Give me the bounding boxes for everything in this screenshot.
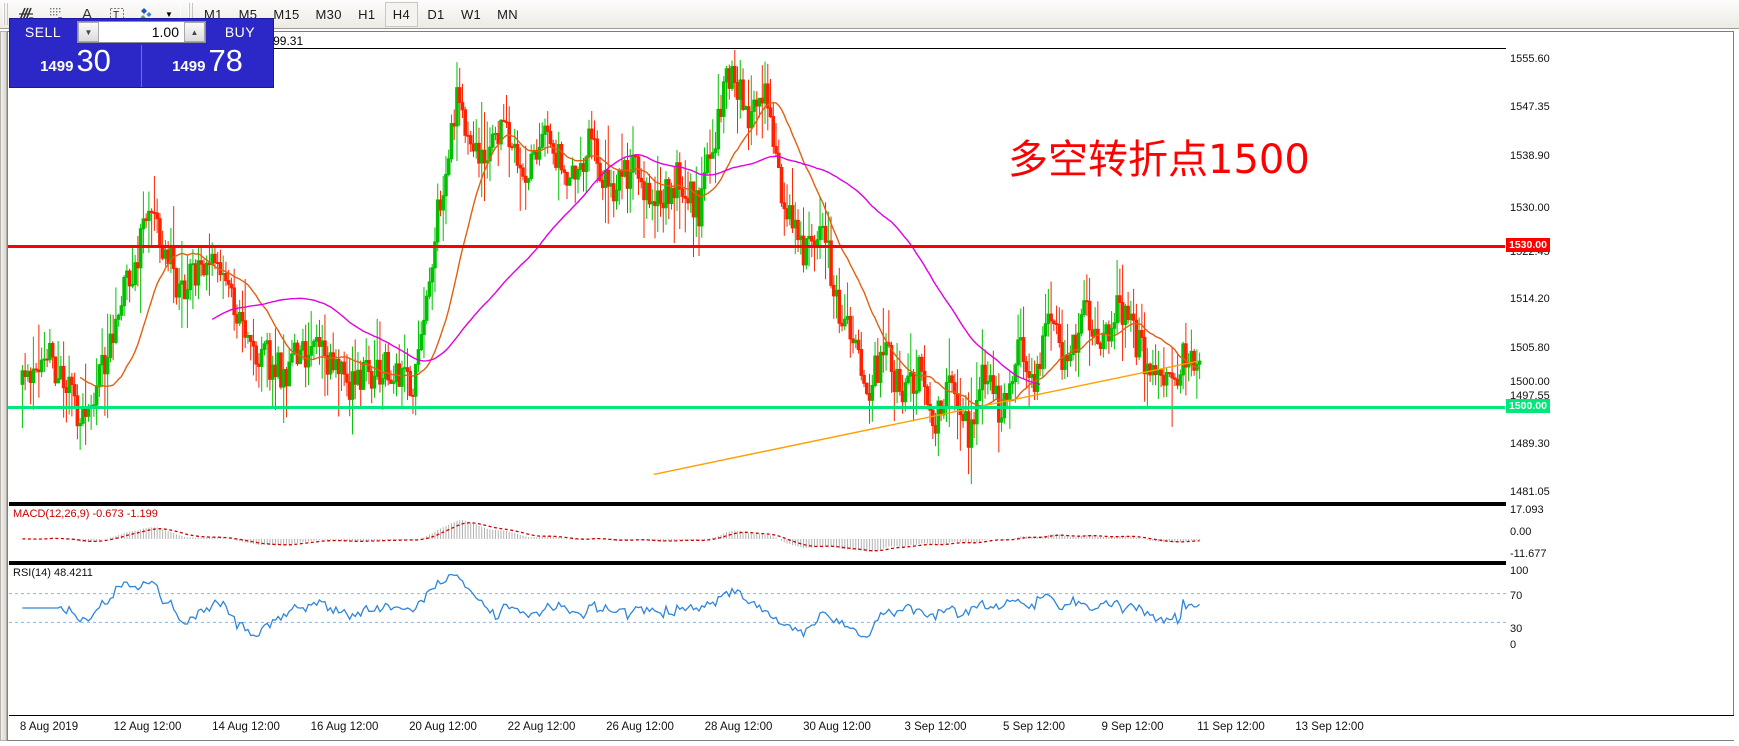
trade-panel-prices: 1499 30 1499 78 — [10, 45, 273, 87]
time-axis[interactable]: 8 Aug 2019 12 Aug 12:00 14 Aug 12:00 16 Aug… — [9, 715, 1734, 740]
macd-axis[interactable]: 17.093 0.00 -11.677 — [1506, 504, 1733, 561]
timeframe-d1[interactable]: D1 — [427, 6, 445, 22]
macd-tick: -11.677 — [1510, 548, 1547, 560]
svg-text:T: T — [113, 10, 119, 21]
pivot-line[interactable] — [8, 406, 1505, 409]
time-tick: 9 Sep 12:00 — [1101, 721, 1164, 733]
timeframe-group: M1 M5 M15 M30 H1 H4 D1 W1 MN — [197, 1, 525, 27]
volume-increment-icon[interactable]: ▲ — [184, 22, 205, 42]
toolbar-grip[interactable] — [3, 3, 10, 25]
one-click-trade-panel[interactable]: SELL ▼ 1.00 ▲ BUY 1499 30 1499 78 — [9, 18, 274, 88]
buy-button[interactable]: BUY — [224, 24, 256, 40]
time-tick: 30 Aug 12:00 — [803, 721, 871, 733]
sell-button[interactable]: SELL — [24, 24, 62, 40]
price-tick: 1489.30 — [1510, 438, 1550, 451]
resistance-line[interactable] — [8, 245, 1505, 248]
rsi-tick: 100 — [1510, 565, 1529, 577]
rsi-pane[interactable]: RSI(14) 48.4211 — [9, 563, 1506, 649]
objects-dropdown-caret-icon[interactable]: ▼ — [165, 9, 173, 19]
candlestick-plot — [20, 49, 1202, 485]
time-tick: 16 Aug 12:00 — [310, 721, 379, 733]
price-tick: 1547.35 — [1510, 100, 1550, 113]
pane-divider-macd — [9, 502, 1506, 504]
text-icon[interactable]: A — [81, 5, 92, 23]
timeframe-m5[interactable]: M5 — [238, 6, 258, 22]
price-pane[interactable] — [9, 48, 1506, 503]
sell-price-points: 30 — [76, 43, 111, 78]
macd-tick: 17.093 — [1510, 504, 1544, 516]
rsi-label: RSI(14) 48.4211 — [13, 567, 93, 579]
rsi-tick: 0 — [1510, 639, 1517, 651]
price-tick: 1481.05 — [1510, 486, 1550, 498]
rsi-axis[interactable]: 100 70 30 0 — [1506, 563, 1733, 651]
macd-pane[interactable]: MACD(12,26,9) -0.673 -1.199 — [9, 504, 1506, 561]
pivot-price-tag: 1500.00 — [1506, 399, 1550, 413]
buy-price-points: 78 — [208, 43, 243, 78]
time-tick: 12 Aug 12:00 — [113, 721, 182, 733]
timeframe-m1[interactable]: M1 — [204, 6, 223, 22]
rsi-tick: 70 — [1510, 590, 1523, 602]
macd-plot — [22, 520, 1201, 552]
price-tick: 1555.60 — [1510, 53, 1550, 65]
buy-price[interactable]: 1499 78 — [142, 45, 273, 87]
rsi-tick: 30 — [1510, 623, 1523, 635]
macd-tick: 0.00 — [1510, 526, 1532, 538]
timeframe-m15[interactable]: M15 — [273, 6, 300, 22]
time-tick: 8 Aug 2019 — [19, 721, 79, 733]
price-axis[interactable]: 1555.601547.351538.901530.001522.451514.… — [1506, 48, 1733, 503]
price-tick: 1505.80 — [1510, 342, 1550, 355]
time-tick: 3 Sep 12:00 — [904, 721, 967, 733]
timeframe-m30[interactable]: M30 — [315, 6, 342, 22]
price-tick: 1514.20 — [1510, 293, 1550, 306]
pane-divider-rsi — [9, 561, 1506, 563]
timeframe-h4[interactable]: H4 — [384, 1, 418, 27]
time-tick: 22 Aug 12:00 — [507, 721, 576, 733]
time-tick: 26 Aug 12:00 — [606, 721, 674, 733]
buy-price-prefix: 1499 — [172, 58, 206, 75]
sell-price-prefix: 1499 — [40, 58, 74, 75]
time-tick: 13 Sep 12:00 — [1295, 721, 1364, 733]
timeframe-w1[interactable]: W1 — [460, 6, 482, 22]
price-tick: 1530.00 — [1510, 201, 1550, 214]
vertical-scrollbar[interactable] — [0, 31, 7, 741]
timeframe-h1[interactable]: H1 — [358, 6, 376, 22]
sell-price[interactable]: 1499 30 — [10, 45, 141, 87]
rsi-plot — [9, 573, 1506, 639]
trade-panel-top-row: SELL ▼ 1.00 ▲ BUY — [10, 19, 273, 45]
toolbar-separator — [180, 4, 181, 24]
time-tick: 5 Sep 12:00 — [1002, 721, 1066, 733]
macd-label: MACD(12,26,9) -0.673 -1.199 — [13, 508, 158, 520]
time-tick: 14 Aug 12:00 — [212, 721, 280, 733]
chart-area[interactable]: ▲ XAUUSD-,H4 1498.79 1499.36 1497.35 149… — [7, 31, 1734, 741]
volume-input[interactable]: 1.00 — [99, 22, 184, 42]
chart-annotation-text: 多空转折点1500 — [1008, 137, 1310, 183]
trade-panel-divider — [141, 45, 142, 87]
volume-decrement-icon[interactable]: ▼ — [78, 22, 99, 42]
volume-stepper[interactable]: ▼ 1.00 ▲ — [77, 21, 206, 43]
time-tick: 28 Aug 12:00 — [704, 721, 773, 733]
price-tick: 1500.00 — [1510, 375, 1550, 388]
price-tick: 1538.90 — [1510, 149, 1550, 162]
timeframe-mn[interactable]: MN — [497, 6, 518, 22]
text-label-icon[interactable]: T — [102, 2, 132, 27]
time-tick: 20 Aug 12:00 — [409, 721, 477, 733]
timeframe-grip[interactable] — [188, 3, 195, 25]
time-tick: 11 Sep 12:00 — [1197, 721, 1265, 733]
resistance-price-tag: 1530.00 — [1506, 238, 1550, 252]
